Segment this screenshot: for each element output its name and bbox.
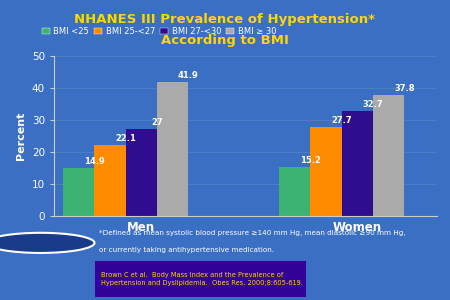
Text: According to BMI: According to BMI	[161, 34, 289, 47]
Text: *Defined as mean systolic blood pressure ≥140 mm Hg, mean diastolic ≥90 mm Hg,: *Defined as mean systolic blood pressure…	[99, 230, 405, 236]
Y-axis label: Percent: Percent	[16, 112, 26, 160]
Bar	[126, 129, 157, 216]
Text: 37.8: 37.8	[394, 84, 414, 93]
Text: 27: 27	[151, 118, 163, 127]
Bar	[63, 168, 94, 216]
Text: 41.9: 41.9	[178, 70, 199, 80]
Text: 15.2: 15.2	[300, 156, 321, 165]
Text: 27.7: 27.7	[331, 116, 352, 125]
Legend: BMI <25, BMI 25-<27, BMI 27-<30, BMI ≥ 30: BMI <25, BMI 25-<27, BMI 27-<30, BMI ≥ 3…	[39, 24, 279, 38]
Text: 32.7: 32.7	[363, 100, 383, 109]
Bar	[342, 111, 373, 216]
Circle shape	[0, 233, 94, 253]
Text: 14.9: 14.9	[84, 157, 105, 166]
Bar	[157, 82, 189, 216]
Bar	[94, 145, 126, 216]
Text: or currently taking antihypertensive medication.: or currently taking antihypertensive med…	[99, 247, 274, 253]
Text: NHANES III Prevalence of Hypertension*: NHANES III Prevalence of Hypertension*	[75, 13, 375, 26]
Text: Brown C et al.  Body Mass Index and the Prevalence of
Hypertension and Dyslipide: Brown C et al. Body Mass Index and the P…	[101, 272, 303, 286]
Bar	[310, 127, 342, 216]
Bar	[373, 95, 405, 216]
Bar	[279, 167, 310, 216]
Text: 22.1: 22.1	[115, 134, 136, 143]
FancyBboxPatch shape	[94, 261, 306, 297]
